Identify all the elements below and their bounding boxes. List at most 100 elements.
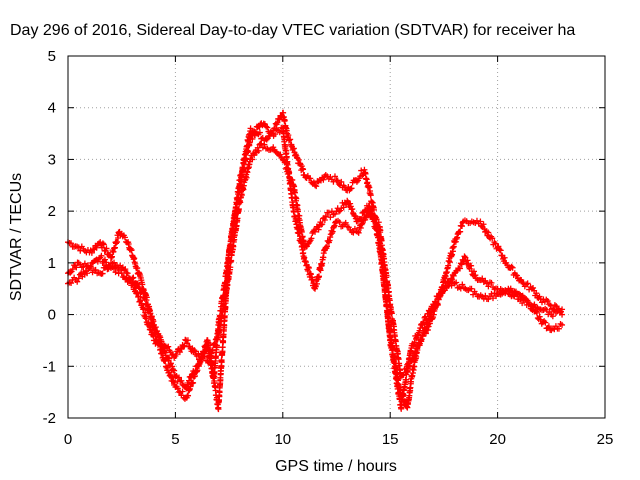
data-point	[358, 167, 365, 174]
data-point	[331, 173, 338, 180]
data-point	[166, 355, 173, 362]
data-point	[497, 247, 504, 254]
data-point	[261, 141, 268, 148]
data-point	[94, 258, 101, 265]
data-point	[225, 257, 232, 264]
data-point	[140, 305, 147, 312]
data-point	[184, 340, 191, 347]
data-point	[152, 340, 159, 347]
data-point	[128, 246, 135, 253]
data-point	[449, 251, 456, 258]
data-point	[427, 309, 434, 316]
data-point	[307, 271, 314, 278]
data-point	[192, 367, 199, 374]
data-point	[446, 259, 453, 266]
data-point	[321, 217, 328, 224]
axis-ticks: 0 5 10 15 20 25 -2 -1 0 1 2 3 4 5	[43, 48, 614, 448]
data-point	[536, 313, 543, 320]
data-point	[308, 235, 315, 242]
data-point	[179, 388, 186, 395]
plot-frame	[67, 55, 606, 419]
data-point	[93, 244, 100, 251]
data-point	[69, 266, 76, 273]
data-point	[324, 243, 331, 250]
data-point	[315, 273, 322, 280]
data-point	[174, 385, 181, 392]
data-point	[188, 374, 195, 381]
data-point	[139, 286, 146, 293]
data-point	[281, 117, 288, 124]
data-point	[185, 381, 192, 388]
data-point	[405, 362, 412, 369]
data-point	[85, 265, 92, 272]
y-tick-label: -2	[43, 410, 56, 427]
data-point	[450, 243, 457, 250]
data-point	[185, 392, 192, 399]
data-point	[394, 383, 401, 390]
data-point	[173, 351, 180, 358]
data-point	[313, 183, 320, 190]
data-point	[327, 214, 334, 221]
data-point	[112, 269, 119, 276]
data-point	[448, 276, 455, 283]
y-tick-label: 5	[48, 48, 56, 65]
data-point	[75, 244, 82, 251]
data-point	[485, 229, 492, 236]
data-point	[99, 244, 106, 251]
data-point	[464, 257, 471, 264]
data-point	[417, 325, 424, 332]
data-point	[234, 195, 241, 202]
data-point	[383, 296, 390, 303]
data-point	[180, 343, 187, 350]
data-point	[522, 296, 529, 303]
data-point	[68, 240, 75, 247]
data-point	[264, 124, 271, 131]
data-point	[320, 176, 327, 183]
data-point	[121, 234, 128, 241]
x-tick-label: 25	[597, 431, 614, 448]
data-point	[335, 208, 342, 215]
data-point	[136, 285, 143, 292]
data-point	[330, 178, 337, 185]
data-point	[115, 235, 122, 242]
data-point	[366, 203, 373, 210]
data-point	[249, 135, 256, 142]
data-point	[431, 298, 438, 305]
data-point	[285, 132, 292, 139]
data-point	[403, 376, 410, 383]
data-point	[287, 179, 294, 186]
data-point	[252, 132, 259, 139]
x-tick-label: 15	[382, 431, 399, 448]
data-point	[347, 200, 354, 207]
data-point	[122, 266, 129, 273]
data-point	[144, 301, 151, 308]
data-point	[480, 221, 487, 228]
data-point	[542, 319, 549, 326]
data-point	[184, 337, 191, 344]
data-point	[411, 339, 418, 346]
data-point	[488, 279, 495, 286]
data-point	[277, 151, 284, 158]
data-point	[509, 264, 516, 271]
data-point	[103, 245, 110, 252]
data-point	[235, 191, 242, 198]
y-tick-label: 4	[48, 100, 56, 117]
data-point	[470, 291, 477, 298]
data-point	[88, 265, 95, 272]
data-point	[137, 289, 144, 296]
data-point	[97, 239, 104, 246]
data-point	[134, 265, 141, 272]
data-point	[457, 228, 464, 235]
data-point	[251, 152, 258, 159]
data-point	[340, 204, 347, 211]
data-point	[98, 252, 105, 259]
data-point	[274, 119, 281, 126]
data-point	[175, 374, 182, 381]
y-axis-label: SDTVAR / TECUs	[8, 173, 25, 301]
data-point	[348, 185, 355, 192]
data-point	[342, 219, 349, 226]
data-point	[218, 359, 225, 366]
x-axis-label: GPS time / hours	[275, 458, 397, 475]
data-point	[148, 313, 155, 320]
